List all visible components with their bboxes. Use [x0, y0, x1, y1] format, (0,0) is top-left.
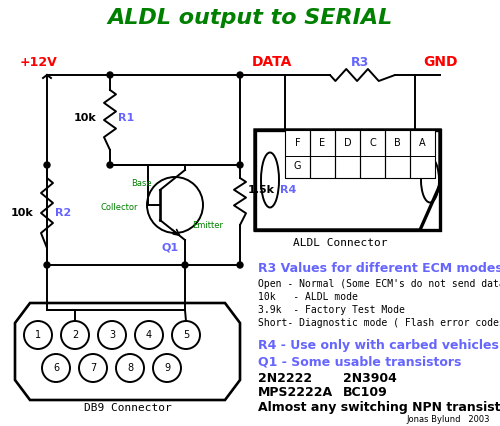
Text: Collector: Collector — [100, 202, 138, 211]
Bar — [360, 130, 385, 156]
Text: B: B — [394, 138, 401, 148]
Bar — [285, 130, 310, 156]
Text: 8: 8 — [127, 363, 133, 373]
Text: Open - Normal (Some ECM's do not send data): Open - Normal (Some ECM's do not send da… — [258, 279, 500, 289]
Text: 1.5k: 1.5k — [248, 185, 275, 195]
Text: DATA: DATA — [252, 55, 292, 69]
Text: 10k: 10k — [73, 113, 96, 123]
Circle shape — [182, 262, 188, 268]
Text: 7: 7 — [90, 363, 96, 373]
Text: A: A — [419, 138, 426, 148]
Text: 3.9k  - Factory Test Mode: 3.9k - Factory Test Mode — [258, 305, 405, 315]
Text: G: G — [294, 161, 301, 171]
Text: R4 - Use only with carbed vehicles: R4 - Use only with carbed vehicles — [258, 339, 499, 351]
Bar — [285, 130, 310, 178]
Circle shape — [44, 162, 50, 168]
Circle shape — [237, 72, 243, 78]
Text: 10k: 10k — [10, 208, 33, 218]
Text: 10k   - ALDL mode: 10k - ALDL mode — [258, 292, 358, 302]
Bar — [385, 156, 410, 178]
Circle shape — [107, 72, 113, 78]
Bar — [310, 130, 335, 156]
Text: Emitter: Emitter — [192, 221, 223, 230]
Text: 6: 6 — [53, 363, 59, 373]
Bar — [335, 156, 360, 178]
Bar — [410, 130, 435, 156]
Text: R4: R4 — [280, 185, 296, 195]
Text: D: D — [344, 138, 351, 148]
Circle shape — [237, 262, 243, 268]
Text: Jonas Bylund   2003: Jonas Bylund 2003 — [406, 415, 490, 424]
Text: 2N3904: 2N3904 — [343, 371, 397, 385]
Text: BC109: BC109 — [343, 386, 388, 400]
Text: ALDL output to SERIAL: ALDL output to SERIAL — [108, 8, 393, 28]
Bar — [310, 130, 335, 178]
Bar — [385, 130, 410, 178]
Bar — [360, 130, 385, 178]
Bar — [360, 156, 385, 178]
Text: E: E — [320, 138, 326, 148]
Circle shape — [237, 162, 243, 168]
Text: R2: R2 — [55, 208, 72, 218]
Bar — [335, 130, 360, 156]
Bar — [410, 156, 435, 178]
Text: +12V: +12V — [20, 55, 58, 69]
Bar — [310, 156, 335, 178]
Text: R1: R1 — [118, 113, 134, 123]
Text: Short- Diagnostic mode ( Flash error codes ): Short- Diagnostic mode ( Flash error cod… — [258, 318, 500, 328]
Bar — [335, 130, 360, 178]
Text: 5: 5 — [183, 330, 189, 340]
Text: F: F — [294, 138, 300, 148]
Text: 2N2222: 2N2222 — [258, 371, 312, 385]
Text: Almost any switching NPN transistor: Almost any switching NPN transistor — [258, 401, 500, 414]
Text: R3: R3 — [351, 55, 369, 69]
Text: 4: 4 — [146, 330, 152, 340]
Bar — [255, 130, 440, 230]
Bar — [385, 130, 410, 156]
Bar — [410, 130, 435, 178]
Text: GND: GND — [423, 55, 457, 69]
Bar — [285, 156, 310, 178]
Text: Q1 - Some usable transistors: Q1 - Some usable transistors — [258, 356, 462, 368]
Text: Base: Base — [132, 178, 152, 187]
Text: ALDL Connector: ALDL Connector — [293, 238, 387, 248]
Text: 9: 9 — [164, 363, 170, 373]
Text: Q1: Q1 — [162, 243, 178, 253]
Text: R3 Values for different ECM modes: R3 Values for different ECM modes — [258, 262, 500, 274]
Text: C: C — [369, 138, 376, 148]
Text: 2: 2 — [72, 330, 78, 340]
Text: 3: 3 — [109, 330, 115, 340]
Text: MPS2222A: MPS2222A — [258, 386, 333, 400]
Text: DB9 Connector: DB9 Connector — [84, 403, 172, 413]
Circle shape — [44, 262, 50, 268]
Text: 1: 1 — [35, 330, 41, 340]
Circle shape — [107, 162, 113, 168]
